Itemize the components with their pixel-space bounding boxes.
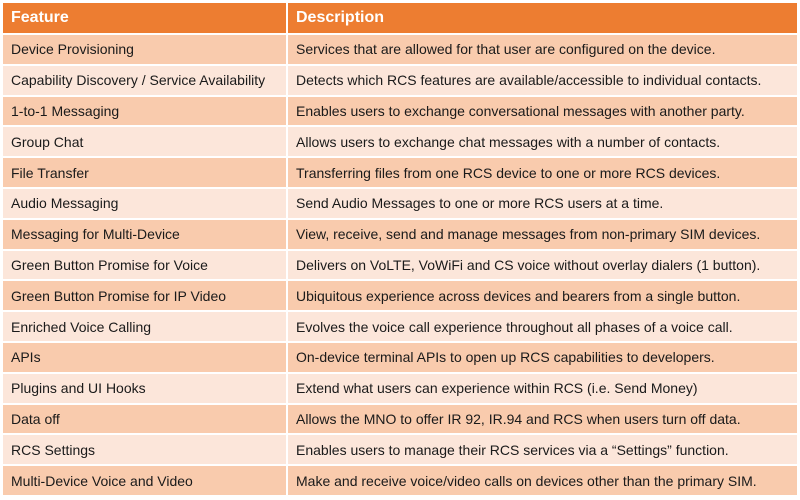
- table-row: APIs On-device terminal APIs to open up …: [3, 342, 797, 374]
- feature-cell: 1-to-1 Messaging: [3, 96, 288, 128]
- description-cell: Transferring files from one RCS device t…: [288, 158, 797, 189]
- description-cell: View, receive, send and manage messages …: [288, 219, 797, 251]
- description-cell: Delivers on VoLTE, VoWiFi and CS voice w…: [288, 250, 797, 282]
- table-row: Group Chat Allows users to exchange chat…: [3, 127, 797, 159]
- table-row: 1-to-1 Messaging Enables users to exchan…: [3, 96, 797, 128]
- feature-cell: Capability Discovery / Service Availabil…: [3, 65, 288, 97]
- feature-cell: Plugins and UI Hooks: [3, 373, 288, 405]
- feature-cell: APIs: [3, 342, 288, 374]
- table-row: Plugins and UI Hooks Extend what users c…: [3, 373, 797, 405]
- table-row: Audio Messaging Send Audio Messages to o…: [3, 188, 797, 220]
- description-cell: On-device terminal APIs to open up RCS c…: [288, 342, 797, 374]
- table-row: Green Button Promise for Voice Delivers …: [3, 250, 797, 282]
- feature-cell: Green Button Promise for Voice: [3, 250, 288, 282]
- description-cell: Evolves the voice call experience throug…: [288, 312, 797, 343]
- description-cell: Extend what users can experience within …: [288, 373, 797, 405]
- feature-cell: Device Provisioning: [3, 35, 288, 66]
- table-row: Multi-Device Voice and Video Make and re…: [3, 466, 797, 497]
- feature-cell: Multi-Device Voice and Video: [3, 466, 288, 497]
- description-cell: Send Audio Messages to one or more RCS u…: [288, 188, 797, 220]
- feature-cell: Messaging for Multi-Device: [3, 219, 288, 251]
- description-cell: Enables users to exchange conversational…: [288, 96, 797, 128]
- table-row: Data off Allows the MNO to offer IR 92, …: [3, 404, 797, 436]
- feature-column-header: Feature: [3, 3, 288, 35]
- feature-cell: Green Button Promise for IP Video: [3, 281, 288, 313]
- table-row: Device Provisioning Services that are al…: [3, 35, 797, 66]
- table-row: Capability Discovery / Service Availabil…: [3, 65, 797, 97]
- description-cell: Allows the MNO to offer IR 92, IR.94 and…: [288, 404, 797, 436]
- table-row: RCS Settings Enables users to manage the…: [3, 435, 797, 467]
- description-cell: Services that are allowed for that user …: [288, 35, 797, 66]
- table-row: File Transfer Transferring files from on…: [3, 158, 797, 189]
- feature-cell: Enriched Voice Calling: [3, 312, 288, 343]
- table-row: Green Button Promise for IP Video Ubiqui…: [3, 281, 797, 313]
- description-column-header: Description: [288, 3, 797, 35]
- description-cell: Enables users to manage their RCS servic…: [288, 435, 797, 467]
- description-cell: Detects which RCS features are available…: [288, 65, 797, 97]
- description-cell: Make and receive voice/video calls on de…: [288, 466, 797, 497]
- table-header-row: Feature Description: [3, 3, 797, 35]
- feature-cell: Data off: [3, 404, 288, 436]
- table-row: Enriched Voice Calling Evolves the voice…: [3, 312, 797, 343]
- feature-cell: Group Chat: [3, 127, 288, 159]
- table-row: Messaging for Multi-Device View, receive…: [3, 219, 797, 251]
- feature-table-container: Feature Description Device Provisioning …: [3, 3, 797, 497]
- description-cell: Ubiquitous experience across devices and…: [288, 281, 797, 313]
- description-cell: Allows users to exchange chat messages w…: [288, 127, 797, 159]
- feature-table: Feature Description Device Provisioning …: [3, 3, 797, 497]
- feature-cell: Audio Messaging: [3, 188, 288, 220]
- feature-cell: RCS Settings: [3, 435, 288, 467]
- feature-cell: File Transfer: [3, 158, 288, 189]
